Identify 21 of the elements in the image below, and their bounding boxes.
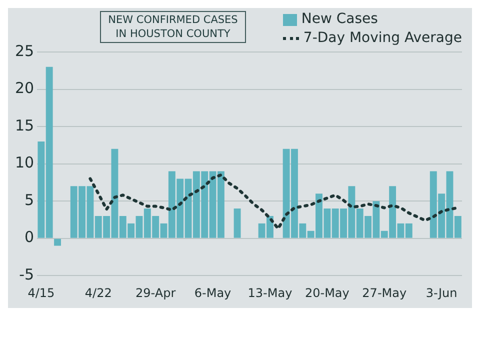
y-tick-label: 20: [14, 79, 34, 98]
line-series: [88, 173, 460, 230]
y-tick-label: 5: [24, 190, 34, 209]
x-tick-label: 29-Apr: [136, 286, 176, 300]
legend-label: 7-Day Moving Average: [303, 29, 462, 48]
x-tick-label: 27-May: [362, 286, 407, 300]
x-tick-label: 4/15: [28, 286, 55, 300]
x-tick-label: 20-May: [304, 286, 350, 300]
y-tick-label: -5: [19, 265, 34, 284]
y-tick-label: 25: [14, 42, 34, 60]
x-tick-label: 4/22: [84, 286, 112, 300]
y-tick-label: 10: [14, 154, 34, 172]
chart-title: NEW CONFIRMED CASES IN HOUSTON COUNTY: [100, 11, 246, 43]
y-tick-label: 0: [24, 228, 34, 246]
bar: [234, 208, 241, 238]
x-tick-label: 13-May: [248, 286, 292, 300]
bar: [54, 238, 61, 246]
y-tick-label: 15: [14, 116, 34, 134]
x-tick-label: 3-Jun: [426, 286, 458, 300]
x-tick-label: 6-May: [194, 286, 232, 300]
legend-label: New Cases: [301, 10, 378, 29]
